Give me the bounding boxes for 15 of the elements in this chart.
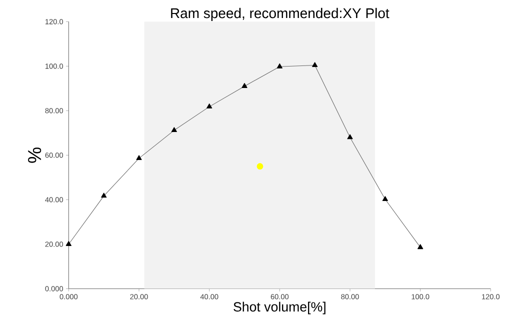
point [418, 244, 424, 250]
point [242, 83, 248, 88]
point [171, 127, 177, 132]
point [312, 62, 318, 68]
point [347, 134, 353, 140]
point [101, 192, 107, 198]
x-axis-title: Shot volume[%] [234, 302, 326, 314]
chart-title: Ram speed, recommended:XY Plot [171, 8, 390, 21]
y-axis-title: % [28, 148, 42, 163]
point [206, 103, 212, 108]
point [256, 163, 264, 170]
point [66, 241, 72, 246]
point [136, 155, 142, 160]
point [382, 196, 388, 201]
point [276, 63, 282, 68]
